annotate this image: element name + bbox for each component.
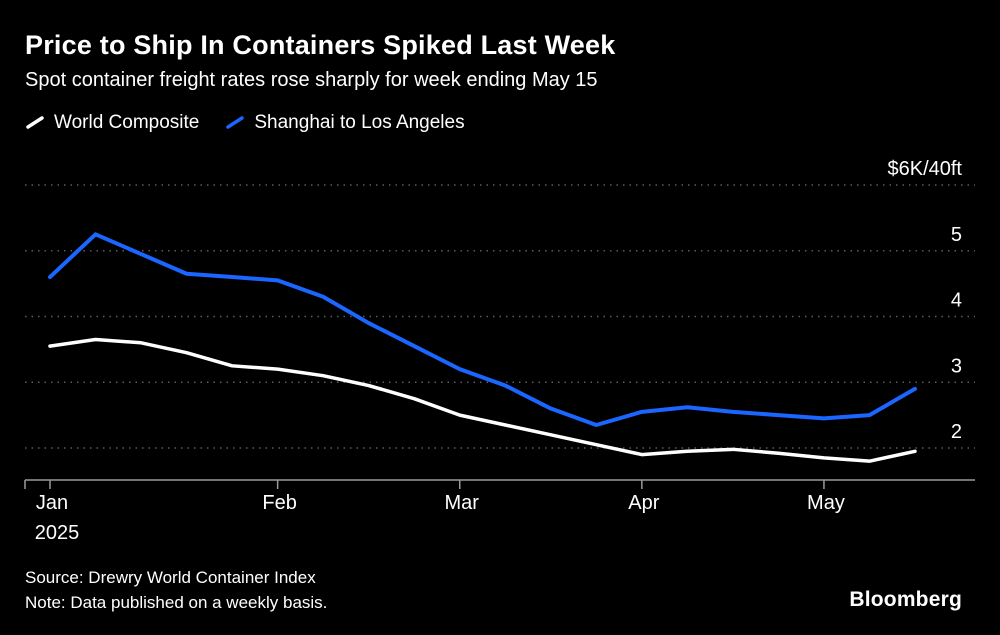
source-text: Source: Drewry World Container Index xyxy=(25,568,316,587)
legend-label-shanghai-la: Shanghai to Los Angeles xyxy=(254,112,465,133)
y-axis-label: $6K/40ft xyxy=(887,158,962,180)
series-line-shanghai-to-los-angeles xyxy=(48,232,917,427)
x-axis-label: Mar xyxy=(445,492,480,514)
legend-item-world-composite: World Composite xyxy=(25,112,199,134)
line-swatch-icon xyxy=(226,116,245,129)
y-axis-label: 3 xyxy=(951,355,962,377)
x-axis-label: Apr xyxy=(628,492,659,514)
note-text: Note: Data published on a weekly basis. xyxy=(25,593,328,612)
x-axis-label: May xyxy=(807,492,845,514)
chart-title: Price to Ship In Containers Spiked Last … xyxy=(25,30,616,60)
bloomberg-logo: Bloomberg xyxy=(849,588,962,611)
legend-marker-shanghai-la xyxy=(226,116,245,129)
series-line-world-composite xyxy=(48,337,917,463)
x-axis-label: Feb xyxy=(262,492,296,514)
y-axis-label: 4 xyxy=(951,290,962,312)
y-axis-label: 2 xyxy=(951,421,962,443)
legend-marker-world-composite xyxy=(26,116,44,129)
legend-label-world-composite: World Composite xyxy=(54,112,200,133)
legend-item-shanghai-la: Shanghai to Los Angeles xyxy=(225,112,465,134)
x-axis-label: Jan xyxy=(36,492,68,514)
chart-subtitle: Spot container freight rates rose sharpl… xyxy=(25,69,598,91)
line-swatch-icon xyxy=(26,116,44,129)
legend: World Composite Shanghai to Los Angeles xyxy=(25,112,465,134)
y-axis-label: 5 xyxy=(951,224,962,246)
x-axis-year-label: 2025 xyxy=(35,522,80,544)
